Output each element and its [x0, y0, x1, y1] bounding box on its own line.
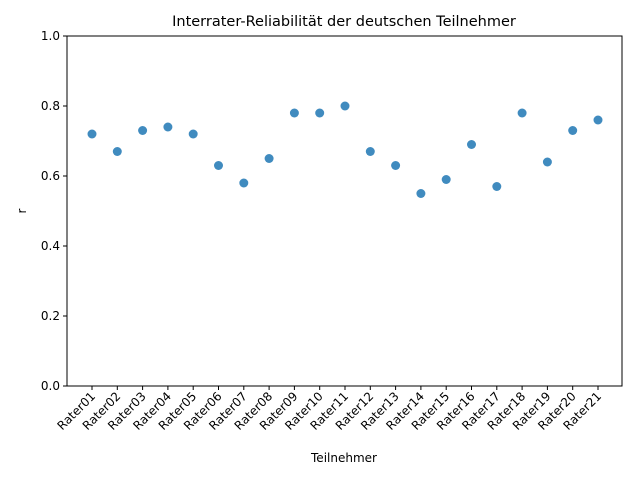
data-point: [87, 129, 97, 139]
y-tick-label: 0.6: [41, 169, 60, 183]
y-tick-label: 0.8: [41, 99, 60, 113]
chart-title: Interrater-Reliabilität der deutschen Te…: [172, 14, 516, 30]
data-point: [138, 126, 148, 135]
data-point: [315, 108, 325, 118]
data-point: [391, 161, 401, 170]
data-point: [163, 122, 173, 132]
data-point: [492, 182, 502, 191]
data-point: [289, 108, 299, 118]
data-point: [517, 108, 527, 118]
plot-area-frame: [66, 35, 623, 387]
data-point: [214, 161, 223, 170]
y-tick-label: 0.2: [41, 309, 60, 323]
data-point: [416, 189, 426, 198]
data-point: [188, 129, 198, 139]
data-point: [365, 147, 375, 156]
y-axis: 0.0 0.2 0.4 0.6 0.8 1.0: [41, 29, 67, 393]
x-axis-label: Teilnehmer: [310, 451, 377, 465]
data-point: [441, 175, 451, 184]
data-point: [467, 140, 476, 149]
data-point: [239, 178, 249, 188]
data-point: [593, 115, 603, 125]
y-tick-label: 0.0: [41, 379, 60, 393]
y-tick-label: 0.4: [41, 239, 60, 253]
data-points: [87, 101, 603, 198]
data-point: [542, 157, 552, 167]
data-point: [112, 147, 122, 156]
data-point: [264, 154, 274, 163]
data-point: [340, 101, 350, 111]
y-axis-label: r: [15, 208, 29, 213]
data-point: [568, 126, 578, 135]
x-axis: Rater01Rater02Rater03Rater04Rater05Rater…: [54, 386, 604, 433]
y-tick-label: 1.0: [41, 29, 60, 43]
